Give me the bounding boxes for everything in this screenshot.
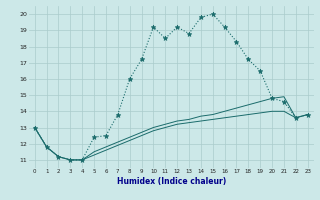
X-axis label: Humidex (Indice chaleur): Humidex (Indice chaleur) xyxy=(116,177,226,186)
